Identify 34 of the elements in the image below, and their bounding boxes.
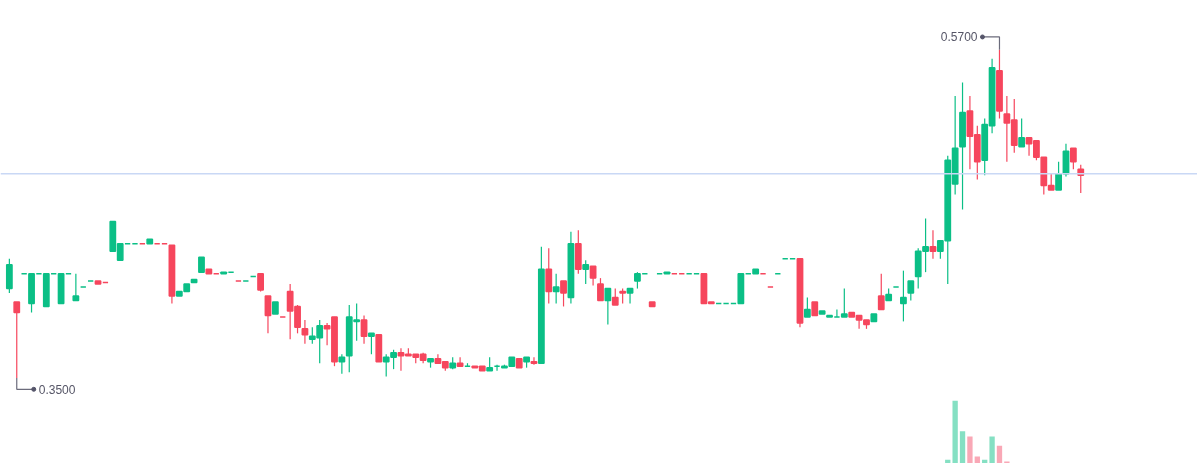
candlestick [530,356,538,366]
bar [952,400,958,463]
candlestick [560,280,567,308]
candlestick [929,229,937,260]
candlestick [456,356,464,367]
candlestick [360,314,368,345]
annotation: 0.5700 [940,30,978,45]
candlestick [582,259,590,285]
bar [959,431,966,463]
candlestick [1055,161,1062,191]
candlestick [368,332,375,355]
candlestick [13,301,21,379]
candlestick [803,296,811,318]
candlestick [1077,164,1085,194]
candlestick [552,273,560,305]
bar [967,436,973,463]
candlestick [907,280,915,302]
candlestick [301,319,309,345]
annotation: 0.3500 [38,382,76,397]
candlestick [1069,147,1077,170]
candlestick [72,273,80,302]
candlestick [5,258,13,294]
candlestick [338,353,346,375]
candlestick [900,270,907,322]
candlestick [1018,117,1026,148]
candlestick [877,273,885,311]
candlestick [604,287,612,325]
bar [989,436,995,463]
candlestick [589,265,597,287]
candlestick [597,277,604,302]
candlestick [545,247,553,305]
candlestick [264,295,272,334]
candlestick [626,287,634,305]
bar [996,445,1003,463]
